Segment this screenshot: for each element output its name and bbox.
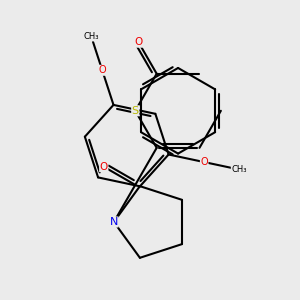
Text: O: O bbox=[98, 65, 106, 75]
Text: CH₃: CH₃ bbox=[83, 32, 99, 41]
Text: N: N bbox=[110, 217, 118, 227]
Text: O: O bbox=[134, 37, 142, 47]
Text: CH₃: CH₃ bbox=[231, 165, 247, 174]
Text: S: S bbox=[132, 106, 139, 116]
Text: O: O bbox=[100, 162, 108, 172]
Text: O: O bbox=[200, 157, 208, 167]
